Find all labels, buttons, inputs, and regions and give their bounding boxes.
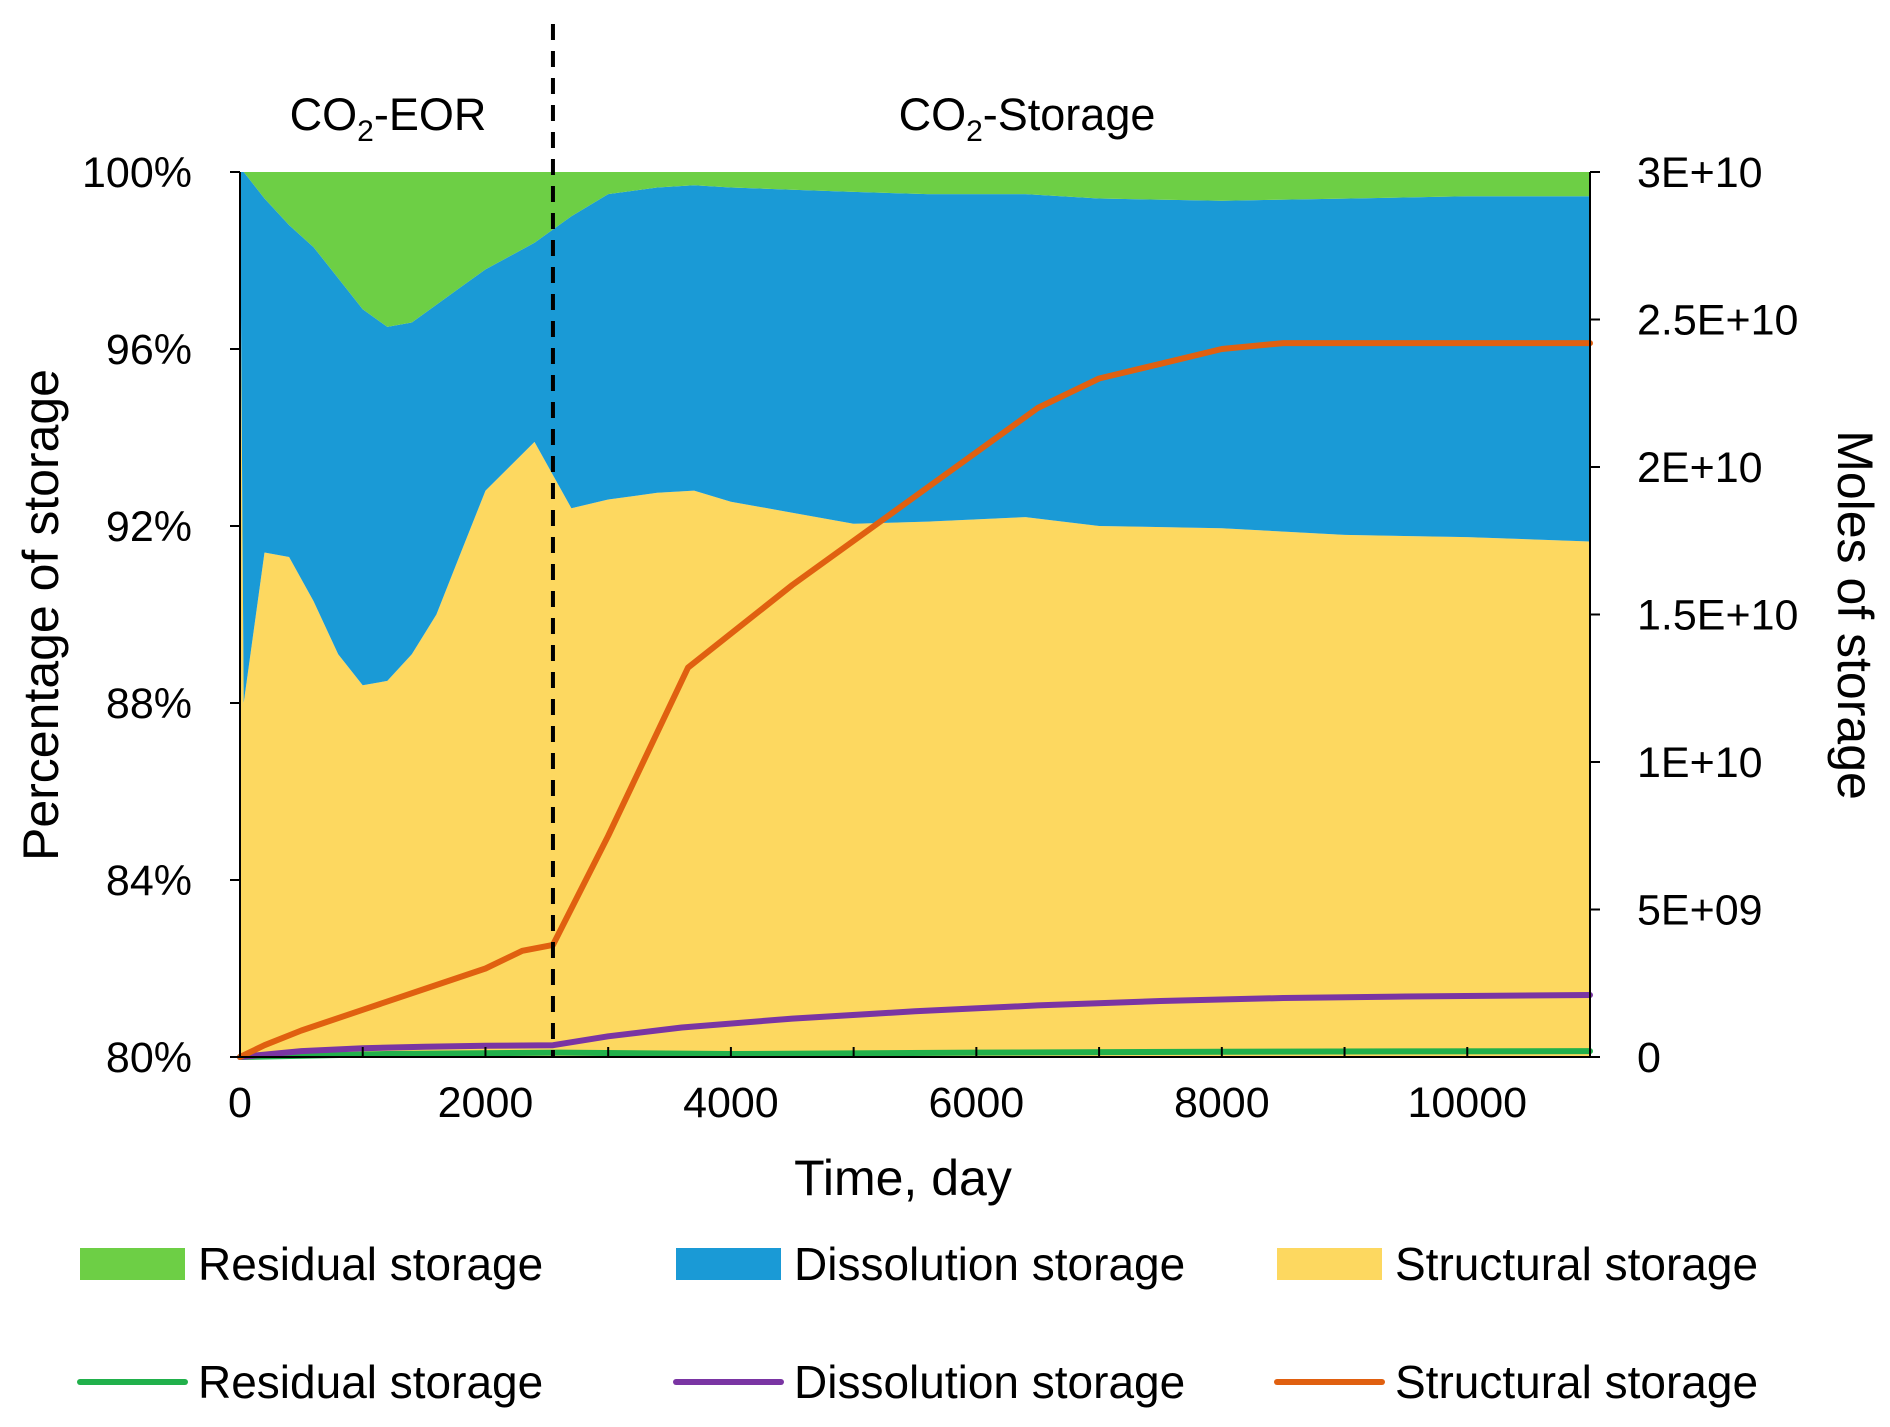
legend-swatch-structural-storage-area [1277,1248,1382,1280]
x-tick-label: 8000 [1174,1079,1270,1127]
x-tick-label: 2000 [438,1079,534,1127]
y-right-tick-label: 0 [1637,1034,1661,1082]
x-tick-label: 0 [228,1079,252,1127]
legend-label-dissolution-storage-area: Dissolution storage [794,1238,1185,1290]
legend: Residual storage Dissolution storage Struc… [77,1238,1758,1408]
y-axis-left-title: Percentage of storage [13,369,69,861]
x-tick-label: 4000 [683,1079,779,1127]
line-dissolution-storage [237,992,1593,1060]
area-structural-storage [240,172,1590,1057]
axes: 0 2000 4000 6000 8000 10000 80% 84% 88% 92% 96% 100… [82,149,1798,1127]
y-left-tick-label: 84% [106,857,192,905]
x-tick-label: 6000 [929,1079,1025,1127]
y-axis-right-title: Moles of storage [1827,430,1883,800]
y-right-tick-label: 5E+09 [1637,887,1763,935]
y-right-tick-label: 2E+10 [1637,444,1763,492]
y-left-tick-label: 88% [106,680,192,728]
legend-label-residual-storage-line: Residual storage [198,1356,543,1408]
y-right-tick-label: 3E+10 [1637,149,1763,197]
phase-labels: CO2-EOR CO2-Storage [290,89,1156,148]
x-axis-title: Time, day [794,1150,1012,1206]
y-right-tick-label: 1.5E+10 [1637,592,1798,640]
legend-swatch-dissolution-storage-area [676,1248,781,1280]
y-left-tick-label: 96% [106,326,192,374]
x-tick-label: 10000 [1407,1079,1527,1127]
phase-label-eor: CO2-EOR [290,89,487,148]
legend-label-dissolution-storage-line: Dissolution storage [794,1356,1185,1408]
legend-label-structural-storage-area: Structural storage [1395,1238,1758,1290]
area-residual-storage [240,172,1590,327]
y-left-tick-label: 100% [82,149,192,197]
plot-areas [240,172,1590,1057]
y-left-tick-label: 80% [106,1034,192,1082]
legend-swatch-residual-storage-area [80,1248,185,1280]
phase-label-storage: CO2-Storage [899,89,1156,148]
legend-label-residual-storage-area: Residual storage [198,1238,543,1290]
line-structural-storage [237,340,1593,1060]
y-right-tick-label: 2.5E+10 [1637,297,1798,345]
y-right-tick-label: 1E+10 [1637,739,1763,787]
legend-label-structural-storage-line: Structural storage [1395,1356,1758,1408]
y-left-tick-label: 92% [106,503,192,551]
area-dissolution-storage [240,172,1590,703]
